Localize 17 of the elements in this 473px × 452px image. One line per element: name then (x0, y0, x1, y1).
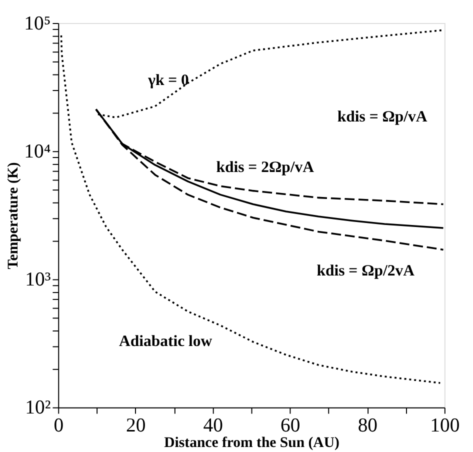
y-tick-label: 10² (25, 396, 51, 419)
x-axis-title: Distance from the Sun (AU) (164, 435, 340, 452)
annotation: kdis = Ωp/vA (337, 108, 428, 126)
x-tick-label: 40 (203, 414, 224, 436)
annotation: Adiabatic low (118, 333, 213, 350)
annotation: kdis = 2Ωp/vA (216, 158, 315, 176)
y-tick-label: 10³ (25, 268, 51, 291)
annotation: kdis = Ωp/2vA (316, 262, 416, 280)
annotation: γk = 0 (147, 72, 190, 90)
y-tick-label: 10⁴ (24, 140, 51, 163)
x-tick-label: 0 (54, 414, 64, 436)
x-tick-label: 60 (280, 414, 300, 436)
y-axis-title: Temperature (K) (5, 162, 22, 270)
x-tick-label: 20 (126, 414, 146, 436)
x-tick-label: 100 (430, 414, 460, 436)
y-tick-label: 10⁵ (24, 12, 51, 34)
x-tick-label: 80 (358, 414, 378, 436)
